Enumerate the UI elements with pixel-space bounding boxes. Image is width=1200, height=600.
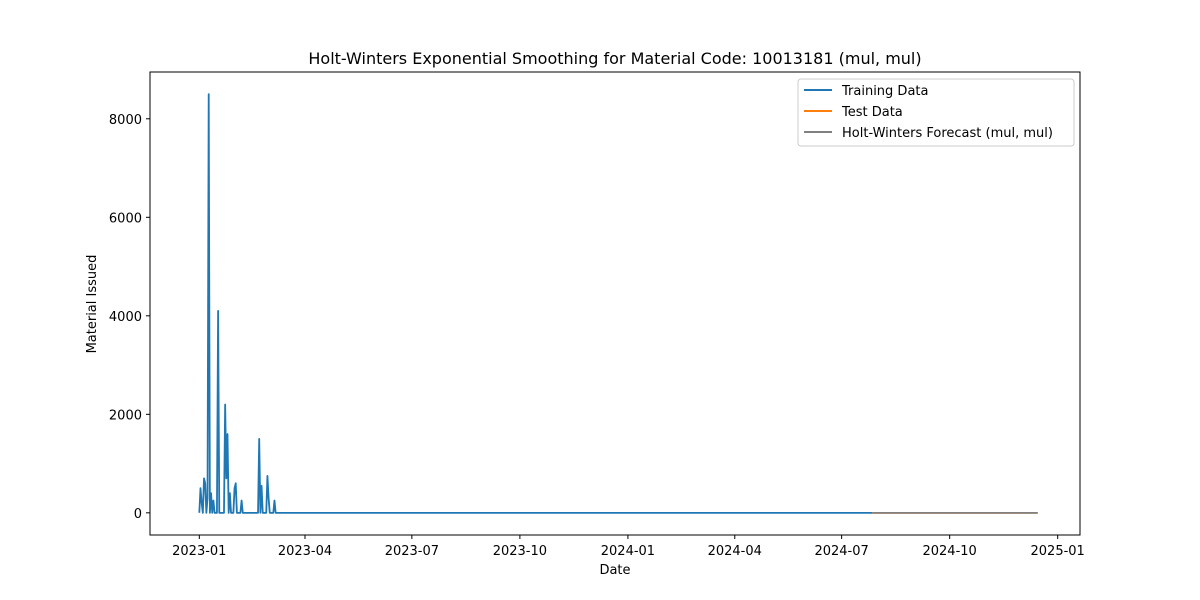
y-tick-label: 4000 [109, 310, 142, 325]
legend-label: Holt-Winters Forecast (mul, mul) [842, 126, 1053, 141]
plot-area [149, 71, 1081, 536]
x-tick-label: 2024-10 [922, 544, 976, 559]
y-axis-label: Material Issued [85, 255, 100, 354]
legend-box [797, 78, 1075, 147]
legend-label: Test Data [841, 105, 903, 120]
x-axis-label: Date [599, 563, 630, 578]
x-tick-label: 2023-04 [278, 544, 332, 559]
y-tick-label: 8000 [109, 113, 142, 128]
x-axis: 2023-01 2023-04 2023-07 2023-10 2024-01 2024-… [172, 535, 1085, 559]
y-tick-label: 0 [134, 507, 142, 522]
x-tick-label: 2024-01 [601, 544, 655, 559]
x-tick-label: 2023-01 [172, 544, 226, 559]
series-line-0 [198, 93, 873, 514]
y-axis: 0 2000 4000 6000 8000 [109, 113, 150, 522]
y-tick-label: 2000 [109, 408, 142, 423]
legend-label: Training Data [841, 84, 928, 99]
x-tick-label: 2024-04 [708, 544, 762, 559]
x-tick-label: 2025-01 [1031, 544, 1085, 559]
chart-title: Holt-Winters Exponential Smoothing for M… [308, 49, 921, 68]
axes-frame [149, 71, 1081, 536]
x-tick-label: 2024-07 [814, 544, 868, 559]
x-tick-label: 2023-10 [493, 544, 547, 559]
x-tick-label: 2023-07 [385, 544, 439, 559]
y-tick-label: 6000 [109, 211, 142, 226]
legend: Training Data Test Data Holt-Winters Forec… [797, 78, 1075, 147]
series-layer [198, 93, 1038, 514]
